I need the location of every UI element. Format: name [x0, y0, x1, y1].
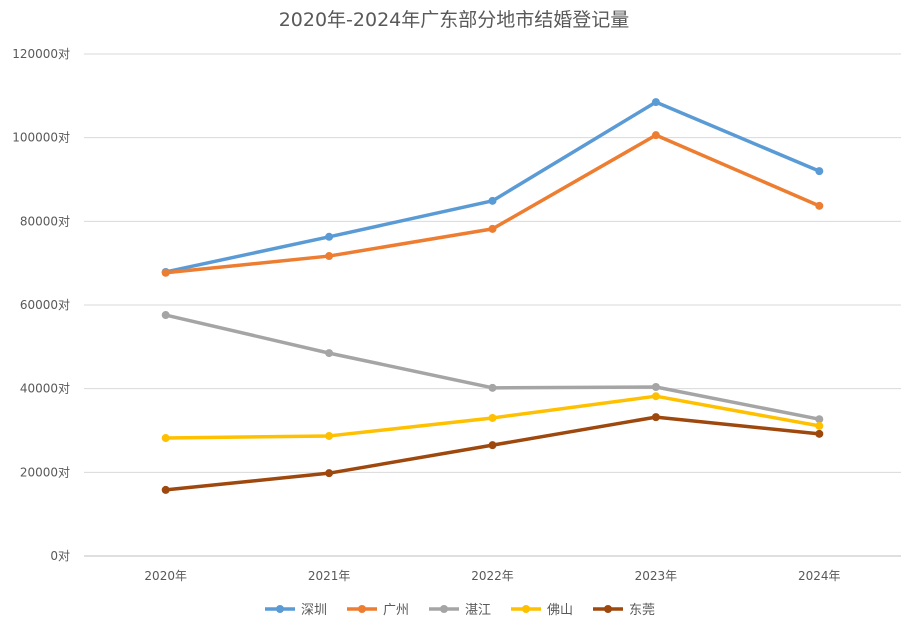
data-point — [488, 413, 497, 422]
legend-item: 东莞 — [593, 603, 655, 618]
x-tick-label: 2021年 — [308, 569, 351, 583]
series-1 — [161, 98, 824, 276]
legend-label: 深圳 — [301, 603, 327, 618]
y-tick-label: 100000对 — [12, 131, 70, 145]
y-tick-label: 0对 — [50, 549, 70, 563]
legend-label: 广州 — [383, 603, 409, 618]
legend-item: 广州 — [347, 603, 409, 618]
series-2 — [161, 131, 824, 277]
chart-title: 2020年-2024年广东部分地市结婚登记量 — [279, 9, 630, 31]
data-point — [815, 421, 824, 430]
data-point — [161, 434, 170, 443]
data-point — [325, 232, 334, 241]
data-point — [325, 349, 334, 358]
data-point — [651, 131, 660, 140]
series-line — [163, 415, 822, 492]
data-point — [815, 167, 824, 176]
data-point — [161, 311, 170, 320]
series-4 — [161, 392, 824, 443]
data-point — [161, 268, 170, 277]
data-point — [325, 252, 334, 261]
series-line — [163, 313, 822, 421]
data-point — [325, 469, 334, 478]
data-point — [161, 485, 170, 494]
data-point — [488, 441, 497, 450]
legend-item: 佛山 — [511, 603, 573, 618]
x-tick-label: 2024年 — [798, 569, 841, 583]
y-tick-label: 80000对 — [20, 214, 70, 228]
legend-point-marker — [276, 605, 284, 613]
data-point — [815, 415, 824, 424]
x-tick-label: 2020年 — [144, 569, 187, 583]
series-line — [163, 100, 822, 274]
legend-point-marker — [522, 605, 530, 613]
legend-label: 佛山 — [547, 603, 573, 618]
x-tick-label: 2022年 — [471, 569, 514, 583]
data-point — [815, 429, 824, 438]
legend-point-marker — [358, 605, 366, 613]
y-tick-label: 40000对 — [20, 382, 70, 396]
legend-label: 东莞 — [629, 603, 655, 618]
y-tick-label: 120000对 — [12, 47, 70, 61]
data-point — [815, 201, 824, 210]
x-tick-label: 2023年 — [635, 569, 678, 583]
data-point — [651, 382, 660, 391]
legend-point-marker — [604, 605, 612, 613]
data-point — [488, 383, 497, 392]
data-point — [651, 392, 660, 401]
data-point — [488, 224, 497, 233]
data-point — [651, 98, 660, 107]
legend-item: 深圳 — [265, 603, 327, 618]
legend-label: 湛江 — [465, 603, 491, 618]
data-point — [325, 431, 334, 440]
data-point — [488, 196, 497, 205]
legend-point-marker — [440, 605, 448, 613]
legend-item: 湛江 — [429, 603, 491, 618]
series-3 — [161, 311, 824, 424]
y-tick-label: 60000对 — [20, 298, 70, 312]
y-tick-label: 20000对 — [20, 465, 70, 479]
series-5 — [161, 413, 824, 494]
data-point — [651, 413, 660, 422]
